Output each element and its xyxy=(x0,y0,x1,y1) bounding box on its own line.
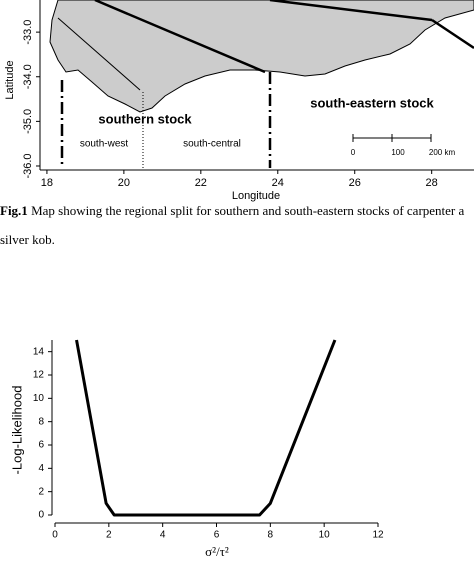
axis-title: Longitude xyxy=(232,190,280,202)
caption: Fig.1 Map showing the regional split for… xyxy=(0,203,465,218)
y-tick-label: 0 xyxy=(38,510,44,521)
area-label: south-west xyxy=(80,139,129,150)
caption-label: Fig.1 xyxy=(0,203,28,218)
caption-text: Map showing the regional split for south… xyxy=(28,203,465,218)
y-tick-label: -33.0 xyxy=(22,20,34,45)
y-tick-label: 2 xyxy=(38,486,44,497)
x-tick-label: 26 xyxy=(349,177,361,189)
boundary xyxy=(431,18,474,50)
caption: silver kob. xyxy=(0,232,55,247)
x-tick-label: 2 xyxy=(106,530,112,541)
x-tick-label: 8 xyxy=(268,530,274,541)
land xyxy=(49,0,474,113)
y-tick-label: 8 xyxy=(38,416,44,427)
stock-label: southern stock xyxy=(98,111,192,126)
x-tick-label: 10 xyxy=(319,530,331,541)
y-tick-label: -36.0 xyxy=(22,153,34,178)
x-tick-label: 20 xyxy=(118,177,130,189)
x-tick-label: 24 xyxy=(272,177,284,189)
x-tick-label: 18 xyxy=(41,177,53,189)
x-tick-label: 12 xyxy=(372,530,384,541)
stock-label: south-eastern stock xyxy=(310,95,434,110)
x-tick-label: 22 xyxy=(195,177,207,189)
boundary xyxy=(269,0,433,22)
axis-title: σ²/τ² xyxy=(205,544,229,559)
boundary xyxy=(57,17,141,91)
chart: 0 2 4 6 8 10 12 14 0 2 4 6 8 10 12 σ²/τ² -Log-Likelihood xyxy=(9,339,384,559)
axis-title: -Log-Likelihood xyxy=(9,386,24,475)
axis-title: Latitude xyxy=(4,60,16,99)
x-tick-label: 0 xyxy=(52,530,58,541)
map: 0 100 200 km southern stock south-easter… xyxy=(4,0,474,202)
y-tick-label: 12 xyxy=(33,370,45,381)
y-tick-label: -34.0 xyxy=(22,64,34,89)
area-label: south-central xyxy=(183,139,241,150)
x-tick-label: 28 xyxy=(426,177,438,189)
x-tick-label: 4 xyxy=(160,530,166,541)
y-tick-label: 14 xyxy=(33,346,45,357)
scale-label: 100 xyxy=(391,148,405,157)
line xyxy=(75,339,337,517)
y-tick-label: -35.0 xyxy=(22,109,34,134)
scale-label: 0 xyxy=(351,148,356,157)
y-tick-label: 6 xyxy=(38,440,44,451)
scale-label: 200 km xyxy=(429,148,456,157)
y-tick-label: 10 xyxy=(33,393,45,404)
x-tick-label: 6 xyxy=(214,530,220,541)
y-tick-label: 4 xyxy=(38,463,44,474)
boundary xyxy=(94,0,266,74)
